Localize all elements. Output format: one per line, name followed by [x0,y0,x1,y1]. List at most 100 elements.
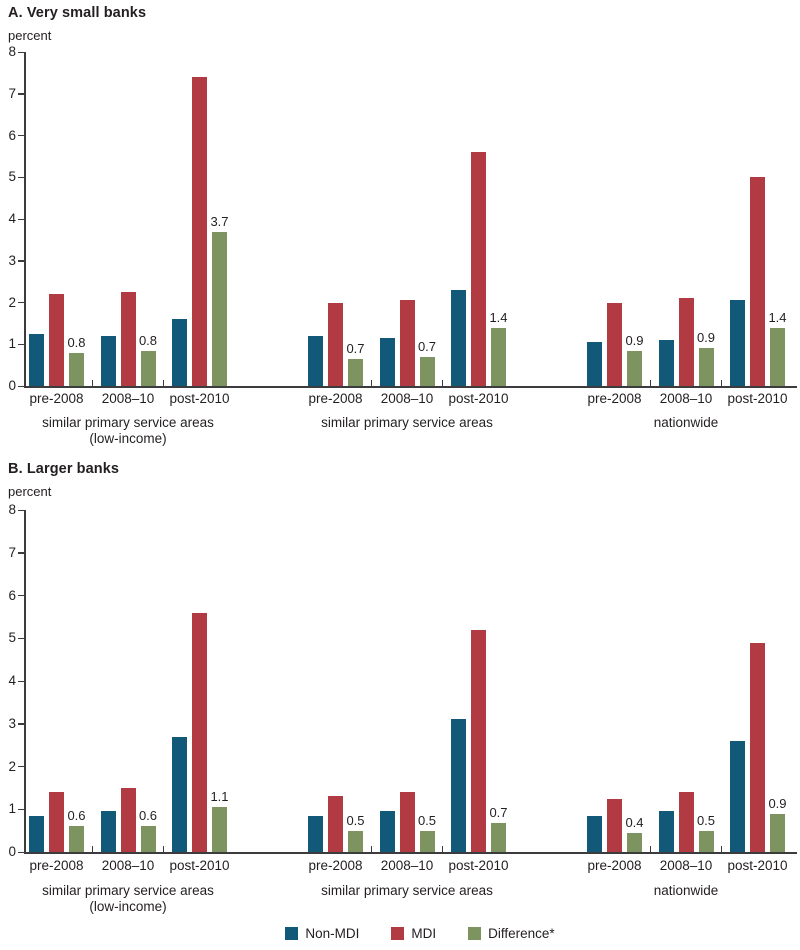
y-tick-label: 5 [8,630,16,646]
panel-b-title: B. Larger banks [8,461,120,477]
bar-value-label: 0.5 [417,812,437,828]
y-tick-label: 0 [8,844,16,859]
bar-difference [627,832,642,852]
bar-value-label: 1.1 [210,789,229,805]
y-tick [18,93,24,95]
x-axis [24,386,797,388]
bar-value-label: 0.7 [489,804,508,820]
bar-mdi [120,292,136,386]
bar-mdi [678,792,694,852]
x-tick [163,846,165,852]
bar-mdi [49,792,64,852]
y-axis [24,510,26,854]
y-tick-label: 4 [8,673,16,688]
bar-non-mdi [587,342,602,386]
x-category-label: pre-2008 [308,858,363,873]
bar-difference [698,348,714,386]
y-tick [18,51,24,53]
bar-mdi [399,300,415,386]
non-mdi-swatch-icon [285,927,299,940]
bar-difference [419,356,435,386]
y-tick-label: 3 [8,715,16,731]
legend-item-non-mdi: Non-MDI [285,926,359,941]
y-tick [18,851,24,853]
x-category-label: post-2010 [727,858,788,873]
x-tick [91,846,93,852]
bar-non-mdi [451,289,466,386]
difference-swatch-icon [468,927,482,940]
bar-mdi [192,612,207,852]
x-tick [91,380,93,386]
bar-difference [348,830,363,852]
bar-value-label: 0.6 [67,808,86,824]
bar-non-mdi [100,811,116,852]
y-axis [24,52,26,388]
bar-value-label: 0.6 [138,808,158,824]
bar-difference [140,826,156,852]
y-tick [18,552,24,554]
x-tick [442,380,444,386]
bar-non-mdi [100,335,116,386]
x-category-label: post-2010 [727,391,788,406]
x-category-label: post-2010 [448,858,509,873]
bar-value-label: 0.9 [696,330,716,346]
x-category-label: 2008–10 [659,858,713,873]
bar-difference [69,826,84,852]
bar-value-label: 0.7 [417,338,437,354]
x-category-label: post-2010 [169,858,230,873]
mdi-swatch-icon [391,927,405,940]
y-tick [18,680,24,682]
bar-non-mdi [308,815,323,852]
y-tick-label: 6 [8,127,16,143]
bar-non-mdi [587,815,602,852]
y-tick-label: 8 [8,502,16,517]
bar-non-mdi [658,340,674,386]
y-tick-label: 3 [8,252,16,268]
x-tick [721,380,723,386]
bar-value-label: 0.4 [625,814,644,830]
bar-mdi [607,798,622,852]
bar-mdi [678,298,694,386]
x-axis [24,852,797,854]
bar-value-label: 3.7 [210,213,229,229]
panel-b-y-axis-unit: percent [8,484,52,499]
x-category-label: pre-2008 [587,391,642,406]
x-tick [649,380,651,386]
bar-non-mdi [658,811,674,852]
bar-difference [348,358,363,386]
bar-non-mdi [172,319,187,386]
panel-a-y-axis-unit: percent [8,28,52,43]
y-tick-label: 2 [8,294,16,310]
x-category-label: 2008–10 [101,858,155,873]
bar-difference [770,814,785,852]
y-tick-label: 7 [8,544,16,560]
y-tick-label: 2 [8,758,16,774]
x-category-label: pre-2008 [29,391,84,406]
bar-mdi [399,792,415,852]
bar-difference [69,352,84,386]
bar-difference [140,350,156,386]
y-tick [18,302,24,304]
x-category-label: 2008–10 [380,391,434,406]
x-tick [721,846,723,852]
x-category-label: post-2010 [169,391,230,406]
bar-mdi [192,77,207,386]
bar-mdi [607,302,622,386]
bar-value-label: 1.4 [768,309,787,325]
bar-non-mdi [730,740,745,852]
bar-difference [212,807,227,852]
y-tick-label: 0 [8,378,16,393]
bar-mdi [120,787,136,852]
bar-difference [419,830,435,852]
bar-mdi [750,177,765,386]
bar-non-mdi [730,300,745,386]
x-category-label: post-2010 [448,391,509,406]
bar-difference [491,327,506,386]
y-tick [18,260,24,262]
bar-difference [627,350,642,386]
y-tick [18,343,24,346]
